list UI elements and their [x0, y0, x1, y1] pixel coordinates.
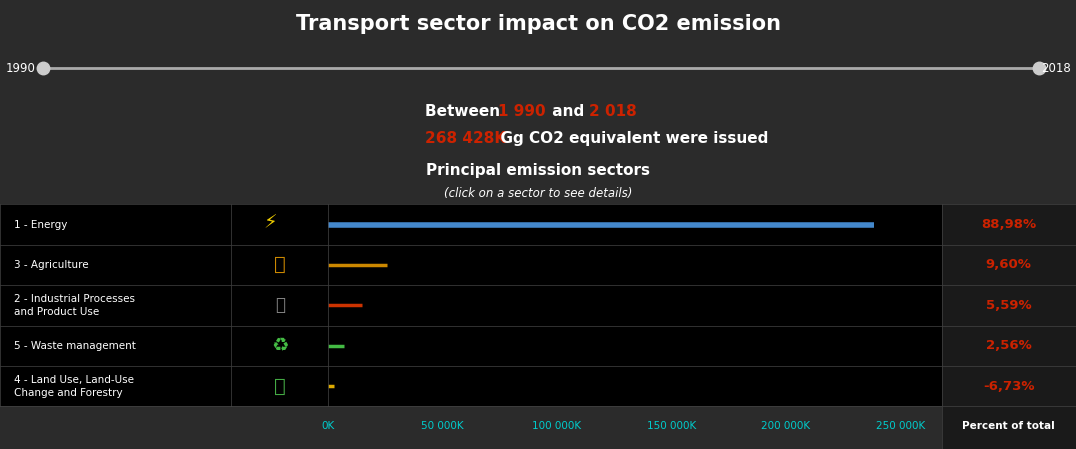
- Text: 1 - Energy: 1 - Energy: [14, 220, 68, 229]
- Text: 0K: 0K: [322, 421, 335, 431]
- Text: 268 428K: 268 428K: [425, 131, 506, 146]
- Text: 88,98%: 88,98%: [981, 218, 1036, 231]
- Text: 250 000K: 250 000K: [876, 421, 925, 431]
- Text: 1 990: 1 990: [498, 104, 546, 119]
- Text: 9,60%: 9,60%: [986, 259, 1032, 271]
- Text: 3 - Agriculture: 3 - Agriculture: [14, 260, 88, 270]
- Text: 100 000K: 100 000K: [533, 421, 582, 431]
- Text: 200 000K: 200 000K: [762, 421, 810, 431]
- Text: 2 - Industrial Processes
and Product Use: 2 - Industrial Processes and Product Use: [14, 294, 134, 317]
- Text: 150 000K: 150 000K: [647, 421, 696, 431]
- Text: Transport sector impact on CO2 emission: Transport sector impact on CO2 emission: [296, 13, 780, 34]
- Text: 50 000K: 50 000K: [422, 421, 464, 431]
- Text: 2018: 2018: [1040, 62, 1071, 75]
- Text: 🌳: 🌳: [274, 377, 285, 396]
- Text: Between: Between: [425, 104, 506, 119]
- Text: (click on a sector to see details): (click on a sector to see details): [443, 187, 633, 200]
- Text: 2 018: 2 018: [589, 104, 636, 119]
- Text: ⚡: ⚡: [264, 213, 277, 232]
- Text: and: and: [547, 104, 589, 119]
- Text: ♻: ♻: [271, 336, 288, 355]
- Text: 5,59%: 5,59%: [986, 299, 1032, 312]
- Text: Gg CO2 equivalent were issued: Gg CO2 equivalent were issued: [490, 131, 768, 146]
- Text: 5 - Waste management: 5 - Waste management: [14, 341, 136, 351]
- Text: 4 - Land Use, Land-Use
Change and Forestry: 4 - Land Use, Land-Use Change and Forest…: [14, 374, 133, 398]
- Text: 1990: 1990: [5, 62, 36, 75]
- Text: 🌾: 🌾: [274, 255, 285, 274]
- Text: Principal emission sectors: Principal emission sectors: [426, 163, 650, 178]
- Text: 2,56%: 2,56%: [986, 339, 1032, 352]
- Text: -6,73%: -6,73%: [983, 380, 1034, 392]
- Text: 🏭: 🏭: [274, 296, 285, 314]
- Text: Percent of total: Percent of total: [962, 421, 1056, 431]
